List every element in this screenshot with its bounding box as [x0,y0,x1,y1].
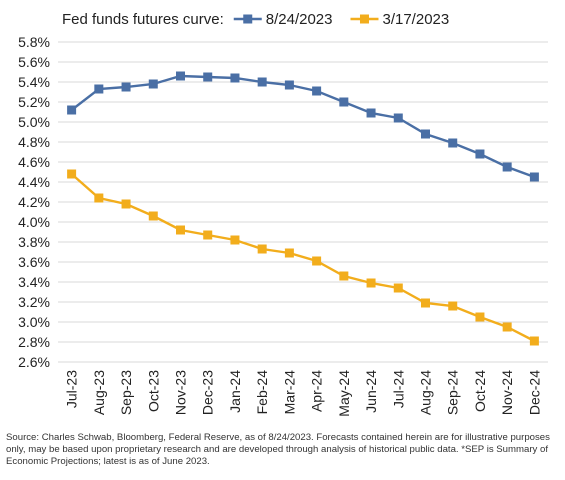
data-point [475,149,485,159]
data-point [393,113,403,123]
fed-funds-futures-chart: Fed funds futures curve: 8/24/2023 3/17/2… [18,11,548,417]
data-point [148,79,158,89]
legend: 8/24/2023 3/17/2023 [233,11,449,28]
series-group [67,71,539,346]
y-tick-label: 2.8% [18,334,50,350]
y-tick-label: 4.6% [18,154,50,170]
x-tick-label: Oct-23 [145,370,161,412]
x-tick-label: Aug-24 [418,370,434,415]
data-point [393,283,403,293]
x-tick-label: Sep-24 [445,370,461,415]
data-point [339,271,349,281]
data-point [502,162,512,172]
gridlines [58,41,548,363]
y-tick-label: 4.2% [18,194,50,210]
y-tick-label: 2.6% [18,354,50,370]
series-line [70,173,535,343]
data-point [67,169,77,179]
data-point [203,230,213,240]
data-point [475,312,485,322]
y-tick-label: 5.8% [18,34,50,50]
data-point [257,244,267,254]
data-point [366,108,376,118]
data-point [94,84,104,94]
y-tick-label: 5.4% [18,74,50,90]
y-tick-label: 5.2% [18,94,50,110]
data-point [312,86,322,96]
legend-swatch-marker [359,14,369,24]
y-tick-label: 3.6% [18,254,50,270]
x-tick-label: Aug-23 [91,370,107,415]
data-point [312,256,322,266]
y-tick-label: 3.4% [18,274,50,290]
data-point [529,172,539,182]
y-tick-label: 4.0% [18,214,50,230]
series-1 [67,71,539,182]
data-point [366,278,376,288]
series-2 [67,169,539,346]
y-tick-label: 4.8% [18,134,50,150]
data-point [230,73,240,83]
data-point [230,235,240,245]
y-tick-label: 5.6% [18,54,50,70]
series-line [70,74,535,179]
data-point [448,138,458,148]
x-tick-label: Dec-24 [526,370,542,415]
y-tick-label: 4.4% [18,174,50,190]
x-tick-label: Oct-24 [472,370,488,412]
data-point [94,193,104,203]
data-point [121,82,131,92]
data-point [148,211,158,221]
x-tick-label: Nov-24 [499,370,515,415]
data-point [176,71,185,81]
x-tick-label: Nov-23 [173,370,189,415]
x-tick-label: May-24 [336,370,352,417]
x-tick-label: Apr-24 [309,370,325,412]
y-tick-label: 3.8% [18,234,50,250]
source-note: Source: Charles Schwab, Bloomberg, Feder… [6,432,550,467]
data-point [284,248,294,258]
x-tick-label: Sep-23 [118,370,134,415]
data-point [502,322,512,332]
x-tick-label: Jul-24 [390,370,406,408]
data-point [421,298,430,308]
x-tick-label: Jan-24 [227,370,243,413]
data-point [284,80,294,90]
legend-item: 3/17/2023 [350,11,449,28]
x-tick-label: Jun-24 [363,370,379,413]
data-point [421,129,430,139]
data-point [448,301,458,311]
legend-label: 8/24/2023 [266,11,333,28]
data-point [339,97,349,107]
chart-title: Fed funds futures curve: [62,11,224,28]
data-point [67,105,77,115]
y-tick-label: 3.2% [18,294,50,310]
data-point [257,77,267,87]
legend-label: 3/17/2023 [382,11,449,28]
y-tick-label: 5.0% [18,114,50,130]
data-point [203,72,213,82]
legend-swatch-marker [243,14,253,24]
x-tick-label: Feb-24 [254,370,270,415]
data-point [529,336,539,346]
legend-item: 8/24/2023 [233,11,333,28]
data-point [121,199,131,209]
x-tick-label: Mar-24 [281,370,297,415]
y-axis-ticks: 2.6% 2.8% 3.0% 3.2% 3.4% 3.6% 3.8% 4.0% 4.2% 4.4%… [18,34,50,370]
x-axis-ticks: Jul-23 Aug-23 Sep-23 Oct-23 Nov-23 Dec-23 Jan-… [64,370,543,417]
x-tick-label: Dec-23 [200,370,216,415]
data-point [176,225,185,235]
y-tick-label: 3.0% [18,314,50,330]
x-tick-label: Jul-23 [64,370,80,408]
